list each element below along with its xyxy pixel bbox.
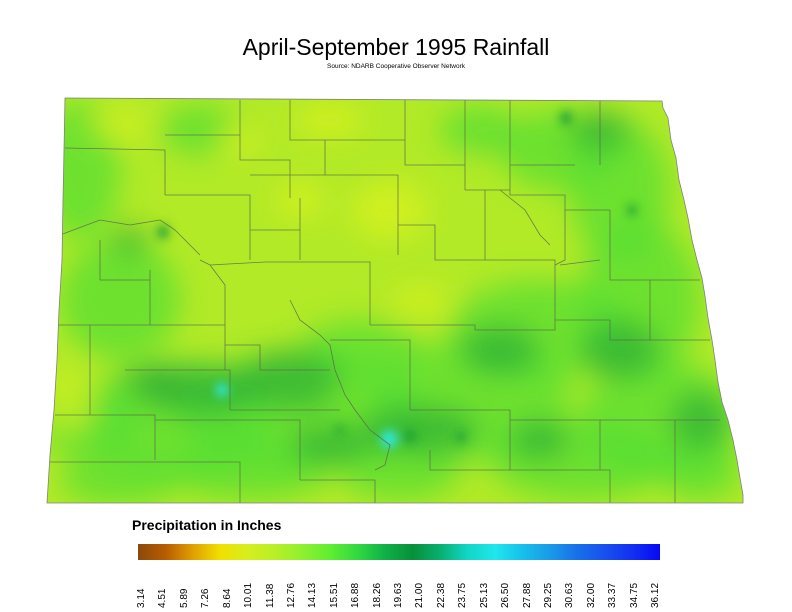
legend-tick-label: 12.76	[285, 582, 297, 608]
rainfall-area	[120, 365, 180, 395]
county-boundary	[209, 264, 226, 370]
legend-tick-label: 36.12	[650, 582, 661, 608]
county-boundary	[165, 194, 251, 260]
rainfall-area	[160, 105, 240, 155]
legend-tick-label: 19.63	[393, 582, 404, 608]
rainfall-area	[90, 110, 150, 140]
map-source: Source: NDARB Cooperative Observer Netwo…	[327, 63, 465, 70]
rainfall-area	[295, 102, 365, 138]
legend-tick-label: 11.38	[264, 583, 276, 608]
county-boundary	[225, 344, 330, 371]
county-boundary	[55, 414, 156, 460]
rainfall-hotspot	[381, 430, 397, 448]
county-boundary	[499, 189, 551, 246]
legend-tick-label: 15.51	[328, 582, 340, 608]
county-boundary	[324, 140, 399, 255]
rainfall-area	[290, 425, 370, 465]
legend-tick-label: 7.26	[200, 588, 212, 608]
county-boundary	[199, 259, 371, 325]
rainfall-area	[360, 405, 480, 455]
state-shape	[47, 98, 743, 503]
county-boundary	[165, 134, 291, 198]
rainfall-area	[110, 225, 150, 255]
county-boundary	[99, 240, 150, 281]
legend-tick-label: 16.88	[350, 582, 362, 608]
legend-tick-label: 5.89	[178, 588, 190, 608]
county-boundary	[155, 461, 241, 503]
county-boundary	[475, 319, 610, 331]
legend-tick-label: 18.26	[371, 582, 383, 608]
legend-title: Precipitation in Inches	[132, 517, 282, 533]
county-boundary	[609, 280, 651, 341]
legend-tick-label: 33.37	[607, 582, 619, 608]
county-boundary	[59, 219, 201, 256]
county-boundary	[559, 259, 601, 266]
county-boundary	[58, 324, 91, 415]
legend-tick-label: 4.51	[157, 588, 169, 608]
legend-tick-label: 27.88	[521, 582, 533, 608]
county-boundary	[370, 324, 476, 330]
rainfall-area	[350, 180, 430, 240]
county-boundary	[398, 224, 485, 261]
rainfall-area	[47, 370, 95, 430]
legend-tick-label: 29.25	[542, 582, 554, 608]
legend-tick-label: 3.14	[136, 588, 147, 608]
legend-tick-label: 34.75	[628, 582, 640, 608]
legend-tick-label: 26.50	[500, 582, 512, 608]
county-boundary	[485, 259, 556, 320]
legend-tick-label: 21.00	[414, 582, 426, 608]
rainfall-hotspot	[157, 225, 169, 239]
legend-tick-label: 22.38	[435, 582, 447, 608]
county-boundary	[125, 369, 231, 410]
legend-tick-label: 30.63	[564, 582, 576, 608]
county-boundary	[64, 147, 166, 195]
county-boundary	[410, 409, 511, 470]
legend-tick-label: 25.13	[478, 582, 490, 608]
legend-tick-label: 14.13	[307, 582, 319, 608]
county-boundary	[300, 479, 376, 503]
legend-tick-label: 10.01	[243, 582, 255, 608]
map-title: April-September 1995 Rainfall	[242, 34, 550, 60]
county-boundary	[609, 210, 700, 281]
county-boundary	[554, 210, 566, 266]
legend-tick-label: 8.64	[221, 588, 233, 608]
rainfall-area	[240, 350, 340, 410]
rainfall-area	[60, 455, 180, 503]
rainfall-area	[660, 440, 740, 500]
rainfall-area	[170, 440, 330, 500]
rainfall-hotspot	[404, 429, 416, 443]
legend-color-bar	[138, 544, 660, 560]
state-outline	[46, 97, 744, 504]
county-boundary	[510, 469, 611, 503]
county-boundary	[155, 419, 301, 480]
county-boundary	[289, 100, 466, 190]
rainfall-area	[440, 105, 520, 155]
county-boundary	[330, 339, 411, 410]
rainfall-hotspot	[216, 383, 228, 397]
county-boundary	[289, 299, 391, 471]
rainfall-area	[510, 420, 570, 460]
rainfall-hotspot	[627, 204, 637, 216]
rainfall-area	[460, 325, 540, 375]
legend-tick-label: 32.00	[585, 582, 597, 608]
rainfall-area	[60, 240, 180, 360]
rainfall-hotspot	[560, 111, 572, 125]
legend-tick-label: 23.75	[457, 582, 469, 608]
rainfall-hotspot	[336, 425, 344, 435]
county-boundary	[509, 165, 610, 211]
rainfall-area	[390, 285, 450, 315]
rainfall-hotspot	[456, 431, 466, 443]
county-boundary	[429, 450, 510, 471]
rainfall-area	[580, 320, 660, 380]
